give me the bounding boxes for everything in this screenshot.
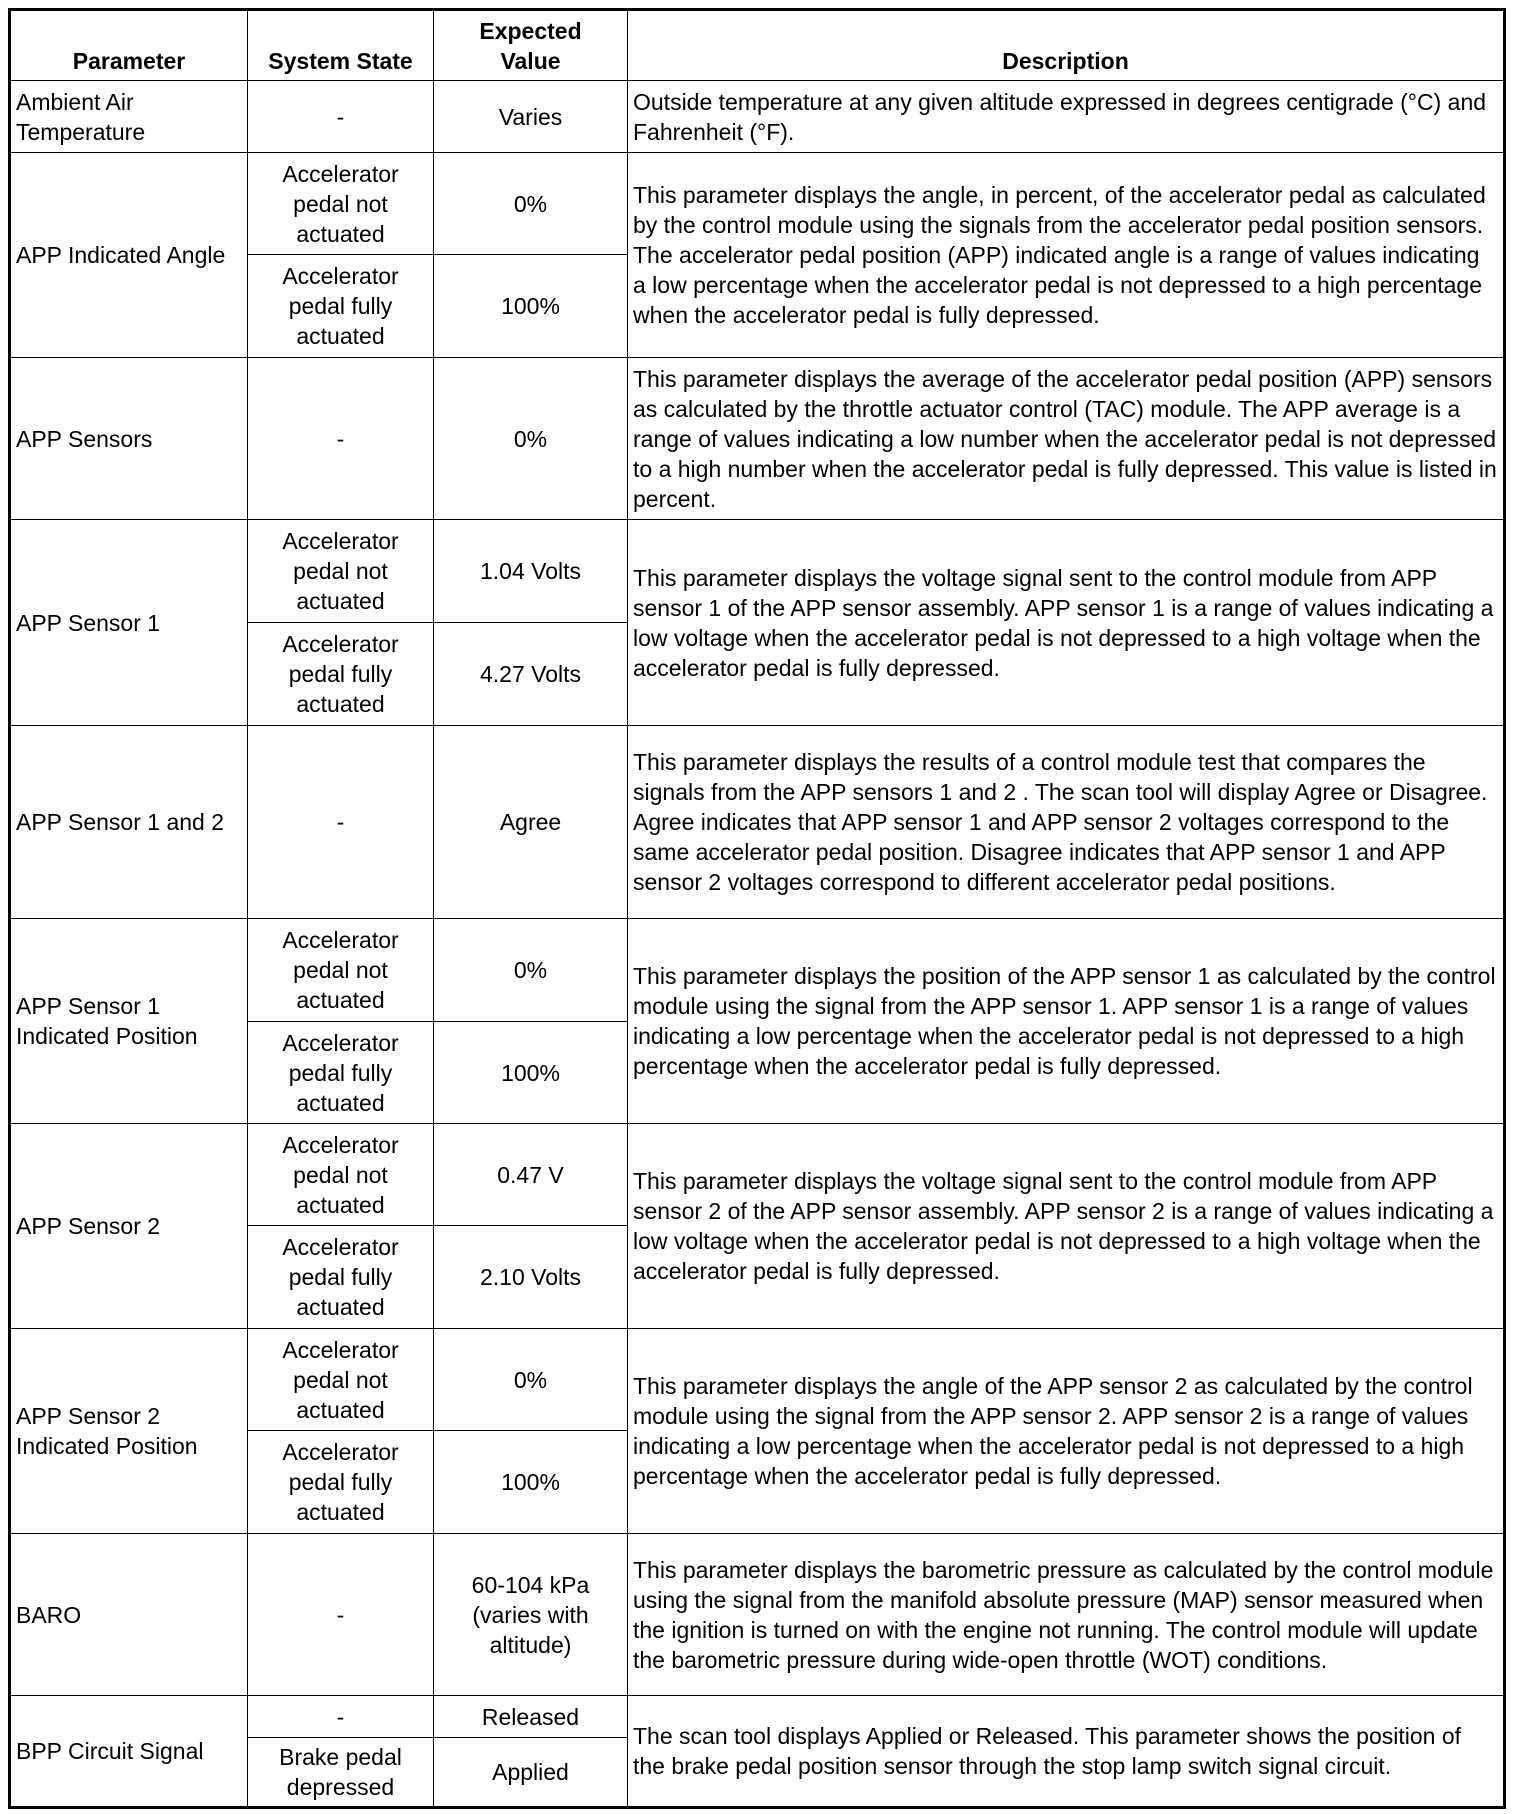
parameter-cell: BPP Circuit Signal [9, 1695, 248, 1808]
system-state-cell: - [247, 1533, 434, 1696]
description-cell: This parameter displays the voltage sign… [627, 519, 1505, 726]
expected-value-cell: 0% [433, 152, 628, 255]
system-state-cell: Accelerator pedal fully actuated [247, 1430, 434, 1534]
description-cell: This parameter displays the barometric p… [627, 1533, 1505, 1696]
table-row: Accelerator pedal fully actuated 100% [10, 1021, 1505, 1124]
system-state-cell: - [247, 357, 434, 520]
parameter-cell: APP Sensors [9, 357, 248, 520]
expected-value-cell: 100% [433, 254, 628, 358]
table-row: Ambient Air Temperature - Varies Outside te… [9, 80, 1505, 153]
system-state-cell: Accelerator pedal fully actuated [247, 254, 434, 358]
expected-value-cell: 100% [433, 1021, 628, 1124]
expected-value-cell: Agree [433, 725, 628, 919]
table-row: APP Sensor 2 Indicated Position Accelerat… [9, 1328, 1505, 1534]
system-state-cell: Accelerator pedal not actuated [247, 918, 434, 1022]
table-row: APP Indicated Angle Accelerator pedal not… [9, 152, 1505, 358]
parameter-cell: BARO [9, 1533, 248, 1696]
system-state-cell: Accelerator pedal fully actuated [247, 1225, 434, 1329]
header-row: Parameter System State Expected Value De… [9, 9, 1505, 81]
description-cell: This parameter displays the position of … [627, 918, 1505, 1124]
expected-value-cell: 1.04 Volts [433, 519, 628, 623]
description-cell: The scan tool displays Applied or Releas… [627, 1695, 1505, 1808]
parameter-cell: APP Sensor 1 [9, 519, 248, 726]
table-row: APP Sensor 2 Accelerator pedal not actuat… [9, 1123, 1505, 1329]
description-cell: This parameter displays the results of a… [627, 725, 1505, 919]
description-cell: Outside temperature at any given altitud… [627, 80, 1505, 153]
table-row: BPP Circuit Signal - Released The scan tool… [9, 1695, 1505, 1808]
parameter-cell: APP Sensor 2 Indicated Position [9, 1328, 248, 1534]
table-row: Brake pedal depressed Applied [10, 1737, 1505, 1808]
table-row: APP Sensor 1 and 2- Agree This parameter d… [9, 725, 1505, 919]
parameter-cell: Ambient Air Temperature [9, 80, 248, 153]
system-state-cell: Accelerator pedal not actuated [247, 152, 434, 255]
system-state-cell: Accelerator pedal not actuated [247, 1328, 434, 1431]
header-expected-value: Expected Value [433, 9, 628, 81]
expected-value-cell: 0% [433, 918, 628, 1022]
parameter-cell: APP Indicated Angle [9, 152, 248, 358]
system-state-cell: - [247, 725, 434, 919]
parameter-table: Parameter System State Expected Value De… [8, 8, 1506, 1809]
description-cell: This parameter displays the voltage sign… [627, 1123, 1505, 1329]
expected-value-cell: Released [433, 1695, 628, 1738]
parameter-cell: APP Sensor 1 and 2 [9, 725, 248, 919]
table-row: APP Sensor 1 Indicated Position Accelerat… [9, 918, 1505, 1124]
expected-value-cell: 0% [433, 1328, 628, 1431]
system-state-cell: Accelerator pedal fully actuated [247, 1021, 434, 1124]
expected-value-cell: Applied [433, 1737, 628, 1808]
expected-value-cell: 0.47 V [433, 1123, 628, 1226]
table-row: APP Sensors -0% This parameter displays th… [9, 357, 1505, 520]
system-state-cell: - [247, 1695, 434, 1738]
system-state-cell: Accelerator pedal not actuated [247, 519, 434, 623]
system-state-cell: Accelerator pedal fully actuated [247, 622, 434, 726]
expected-value-cell: 2.10 Volts [433, 1225, 628, 1329]
parameter-cell: APP Sensor 2 [9, 1123, 248, 1329]
expected-value-cell: 60-104 kPa (varies with altitude) [433, 1533, 628, 1696]
header-parameter: Parameter [9, 9, 248, 81]
description-cell: This parameter displays the angle, in pe… [627, 152, 1505, 358]
table-row: Accelerator pedal fully actuated 100% [10, 254, 1505, 358]
table-row: Accelerator pedal fully actuated 4.27 Vol… [10, 622, 1505, 726]
system-state-cell: Brake pedal depressed [247, 1737, 434, 1808]
expected-value-cell: 100% [433, 1430, 628, 1534]
table-row: Accelerator pedal fully actuated 2.10 Vol… [10, 1225, 1505, 1329]
description-cell: This parameter displays the average of t… [627, 357, 1505, 520]
expected-value-cell: Varies [433, 80, 628, 153]
parameter-cell: APP Sensor 1 Indicated Position [9, 918, 248, 1124]
header-description: Description [627, 9, 1505, 81]
system-state-cell: - [247, 80, 434, 153]
table-row: APP Sensor 1 Accelerator pedal not actuat… [9, 519, 1505, 726]
description-cell: This parameter displays the angle of the… [627, 1328, 1505, 1534]
expected-value-cell: 0% [433, 357, 628, 520]
table-row: BARO -60-104 kPa (varies with altitude) Th… [9, 1533, 1505, 1696]
header-system-state: System State [247, 9, 434, 81]
system-state-cell: Accelerator pedal not actuated [247, 1123, 434, 1226]
expected-value-cell: 4.27 Volts [433, 622, 628, 726]
